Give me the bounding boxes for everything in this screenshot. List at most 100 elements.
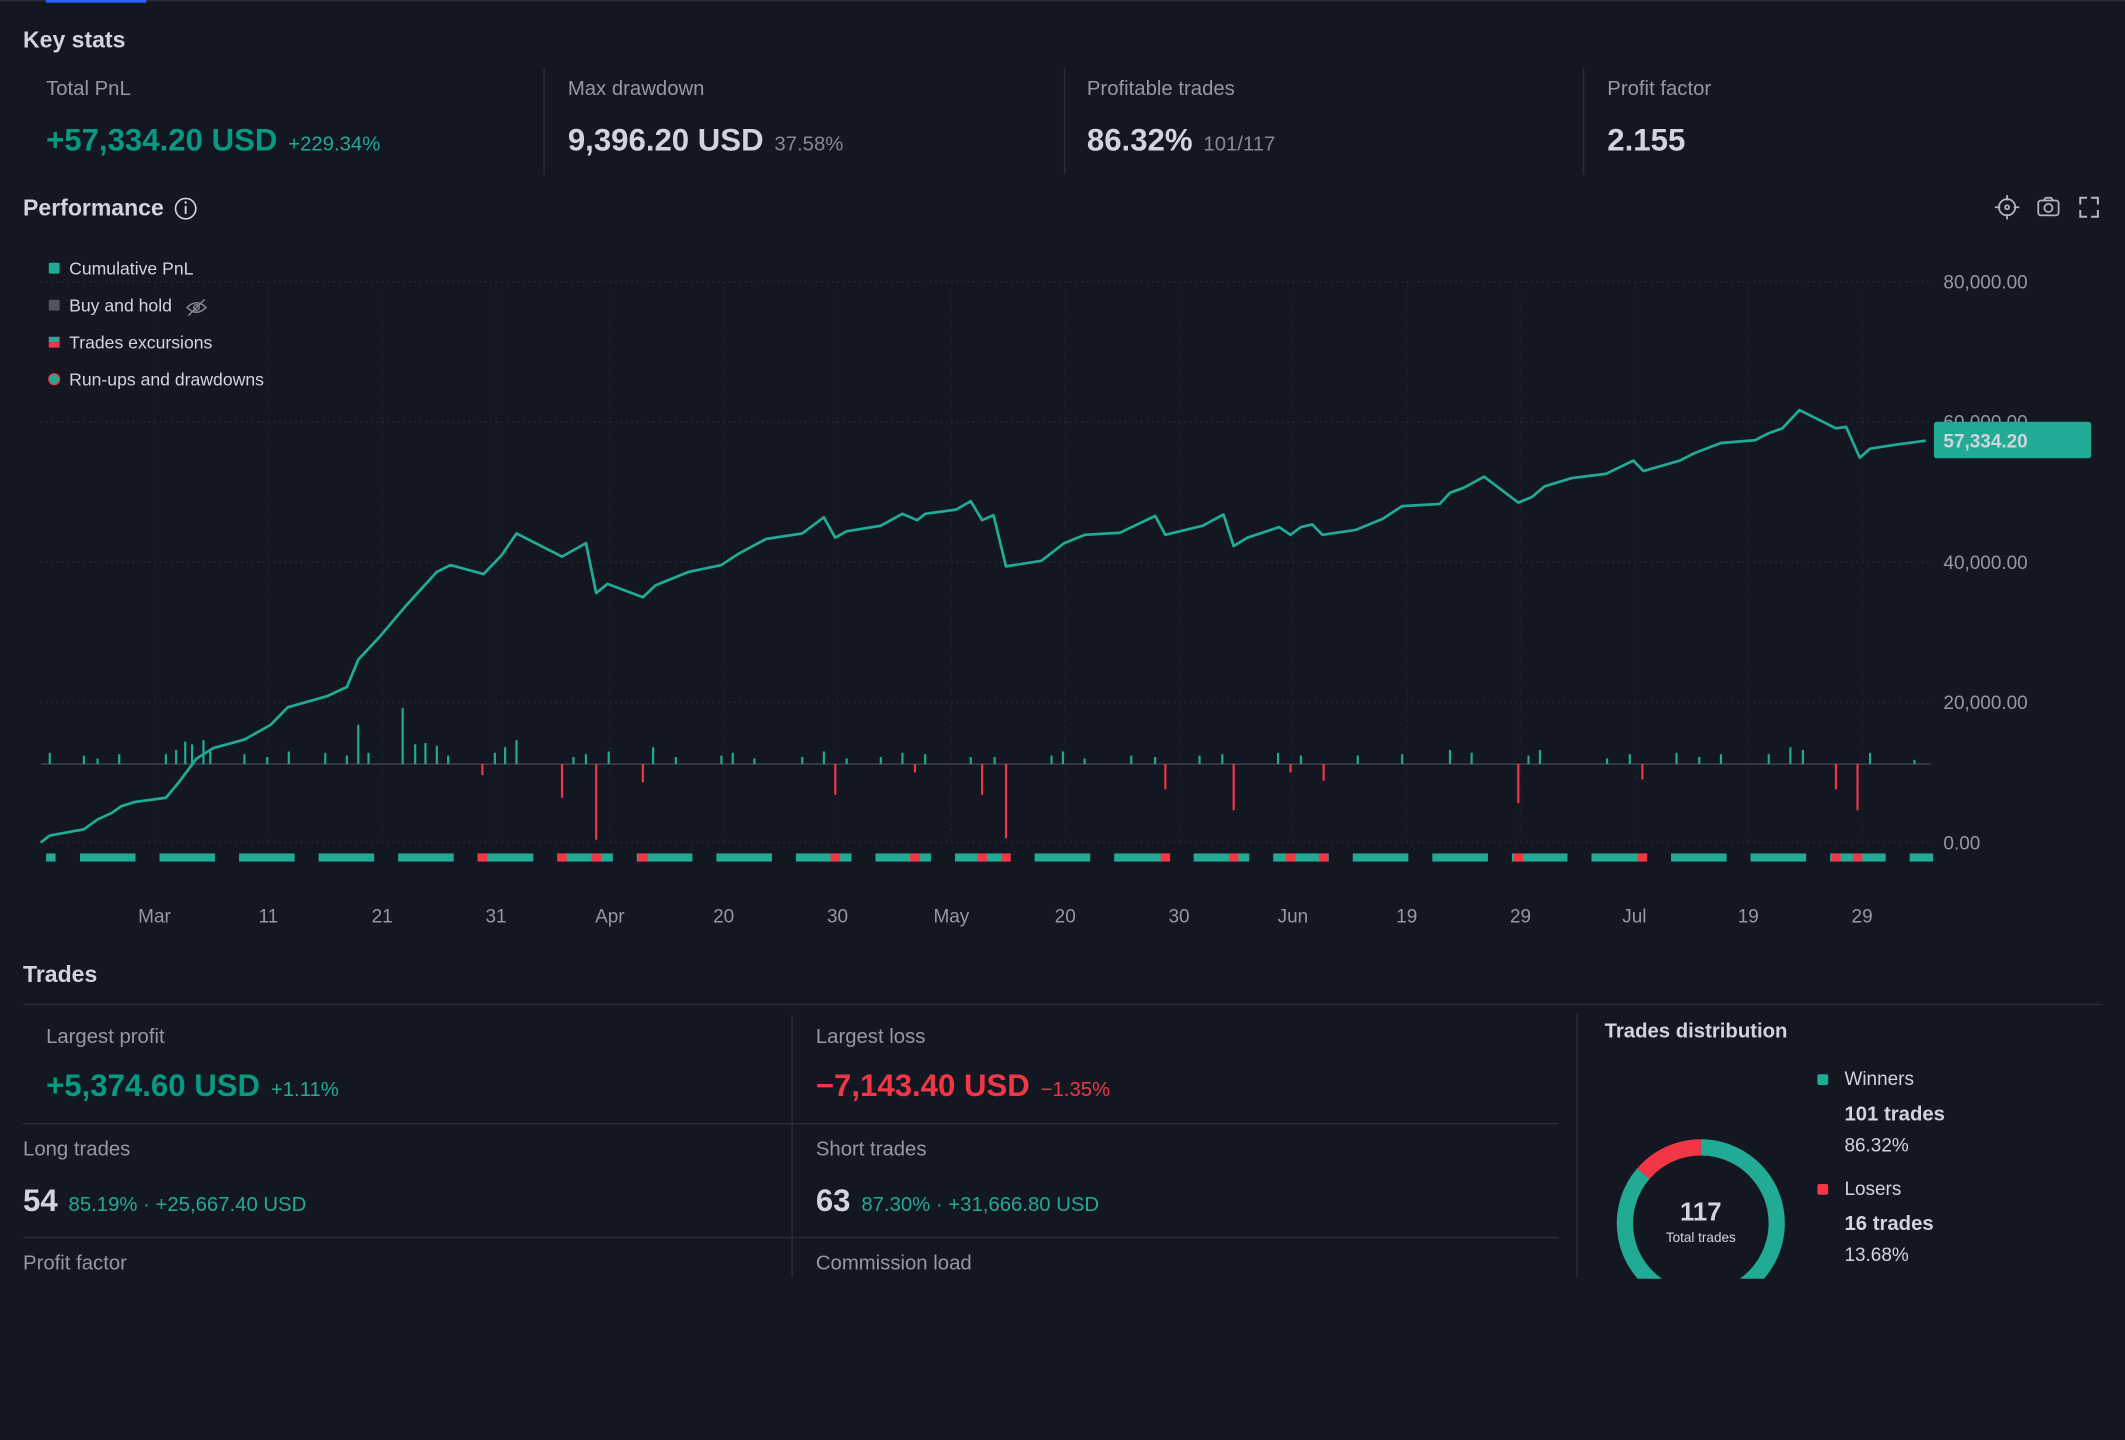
trade-label: Commission load (816, 1252, 972, 1274)
excursion-bar (1083, 758, 1086, 765)
trade-label: Long trades (23, 1139, 130, 1161)
excursion-bar (1517, 764, 1520, 804)
excursion-bar (879, 757, 882, 765)
trade-strip-loss (830, 853, 840, 862)
trade-strip-loss (1001, 853, 1011, 862)
legend-share: 86.32% (1844, 1135, 1908, 1156)
excursion-bar (993, 757, 996, 765)
trade-strip (1670, 853, 1727, 862)
excursion-bar (424, 742, 427, 765)
trade-strip (1114, 853, 1170, 862)
excursion-bar (401, 707, 404, 765)
excursion-bar (190, 744, 194, 765)
excursion-bar (1221, 754, 1224, 765)
trade-strip (636, 853, 693, 862)
last-value-label: 57,334.20 (1943, 431, 2027, 452)
excursion-bar (447, 755, 450, 765)
stat-label: Total PnL (46, 78, 131, 100)
excursion-bar (287, 751, 290, 765)
x-tick-label: 31 (485, 907, 506, 928)
excursion-bar (1801, 750, 1804, 765)
legend-label: Winners (1844, 1069, 1914, 1090)
excursion-bar (641, 764, 644, 783)
excursion-bar (1130, 755, 1133, 765)
x-tick-label: 20 (1055, 907, 1076, 928)
stat: 9,396.20 USD 37.58% (568, 122, 844, 157)
trade-strip-loss (1228, 853, 1239, 862)
trade-stat: 54 85.19% · +25,667.40 USD (23, 1183, 306, 1218)
excursion-bar (1401, 754, 1404, 765)
stat: 86.32% 101/117 (1087, 122, 1275, 157)
excursion-bar (801, 757, 804, 765)
excursion-bar (1538, 750, 1542, 765)
excursion-bar (1198, 755, 1201, 765)
crosshair-button[interactable] (1994, 195, 2020, 220)
trade-strip (795, 853, 852, 862)
trade-strip (159, 853, 216, 862)
stat-value: +57,334.20 USD (46, 122, 277, 157)
trade-strip (477, 853, 534, 862)
excursion-bar (1834, 764, 1837, 790)
excursion-bar (845, 758, 848, 765)
x-tick-label: Mar (138, 907, 171, 928)
snapshot-button[interactable] (2037, 196, 2060, 217)
trade-stat: −7,143.40 USD −1.35% (816, 1068, 1110, 1103)
section-title: Performance (23, 194, 164, 220)
excursion-bar (243, 754, 246, 765)
excursion-bar (1061, 751, 1065, 765)
stat-label: Profitable trades (1087, 78, 1235, 100)
excursion-bar (969, 757, 972, 765)
excursion-bar (901, 752, 904, 765)
x-tick-label: 29 (1510, 907, 1531, 928)
excursion-bar (1767, 754, 1770, 765)
legend-marker (1817, 1074, 1829, 1086)
excursion-bar (560, 764, 564, 798)
section-title: Trades (23, 961, 97, 987)
section-title: Key stats (23, 26, 125, 52)
x-tick-label: 30 (1169, 907, 1190, 928)
x-tick-label: 19 (1396, 907, 1417, 928)
trade-value: 54 (23, 1183, 58, 1218)
excursion-bar (1277, 752, 1280, 765)
excursion-bar (1789, 747, 1792, 765)
stat-value: 86.32% (1087, 122, 1193, 157)
legend-marker (48, 342, 60, 348)
excursion-bar (1154, 757, 1157, 765)
excursion-bar (595, 764, 598, 840)
excursion-bar (674, 757, 677, 765)
trade-strip-loss (910, 853, 920, 862)
trade-sub: +1.11% (271, 1079, 339, 1101)
trade-strip-loss (591, 853, 601, 862)
excursion-bar (324, 752, 327, 765)
trade-sub: 85.19% · +25,667.40 USD (69, 1194, 307, 1216)
trade-strip (398, 853, 454, 862)
excursion-bar (753, 758, 756, 765)
excursion-bar (209, 751, 212, 765)
excursion-bar (913, 764, 917, 773)
legend-share: 13.68% (1844, 1245, 1908, 1266)
trade-value: +5,374.60 USD (46, 1068, 260, 1103)
trade-strip-loss (977, 853, 987, 862)
x-tick-label: 11 (258, 907, 278, 928)
eye-off-icon[interactable] (185, 298, 208, 317)
trade-strip (875, 853, 932, 862)
legend-marker (1817, 1183, 1829, 1195)
y-tick-label: 80,000.00 (1943, 273, 2027, 294)
excursion-bar (1913, 759, 1916, 765)
excursion-bar (435, 745, 438, 765)
info-icon[interactable] (174, 197, 197, 220)
fullscreen-button[interactable] (2079, 196, 2099, 218)
legend-marker (48, 373, 61, 386)
excursion-bar (1868, 752, 1872, 765)
excursion-bar (572, 757, 575, 765)
excursion-bar (1719, 754, 1723, 765)
trade-strip-loss (1637, 853, 1648, 862)
excursion-bar (834, 764, 837, 795)
y-tick-label: 20,000.00 (1943, 693, 2027, 714)
x-tick-label: 30 (827, 907, 848, 928)
excursion-bar (118, 754, 121, 765)
excursion-bar (504, 747, 507, 765)
excursion-bar (345, 755, 348, 765)
